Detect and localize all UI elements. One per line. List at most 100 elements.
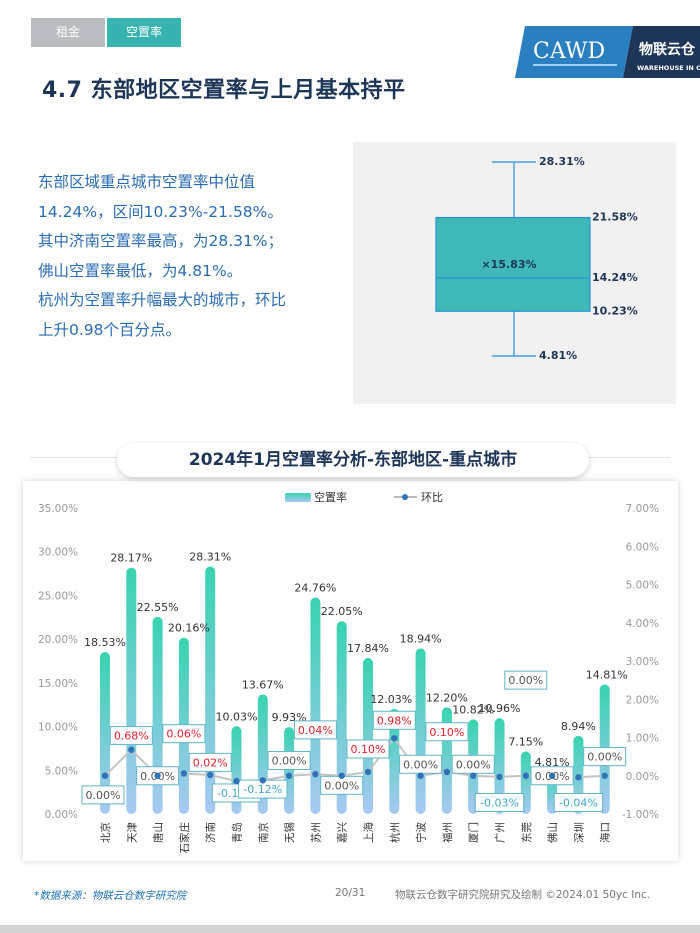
mom-point — [364, 768, 372, 776]
x-category-label: 唐山 — [152, 822, 165, 843]
y-right-tick: -1.00% — [622, 809, 659, 821]
x-category-label: 广州 — [495, 822, 507, 843]
mom-value-label: 0.00% — [324, 779, 359, 792]
mom-value-label: 0.00% — [587, 751, 622, 764]
mom-value-label: 0.04% — [298, 724, 333, 737]
bar-value-label: 17.84% — [347, 642, 389, 655]
mom-label-box — [553, 793, 604, 813]
legend-label-bar: 空置率 — [314, 490, 347, 504]
bar-value-label: 10.82% — [452, 703, 494, 716]
y-right-tick: 7.00% — [626, 503, 659, 515]
mom-value-label: 0.00% — [508, 674, 543, 687]
bar-value-label: 7.15% — [508, 735, 543, 748]
x-category-label: 福州 — [441, 822, 454, 843]
x-category-label: 济南 — [204, 822, 217, 843]
mom-point — [338, 772, 345, 779]
x-category-label: 佛山 — [546, 822, 559, 843]
mom-point — [575, 774, 582, 781]
mom-point — [470, 772, 477, 779]
tab-bar: 租金 空置率 — [31, 18, 183, 47]
tab-rent[interactable]: 租金 — [31, 18, 105, 47]
y-right-tick: 2.00% — [626, 694, 659, 706]
y-left-tick: 30.00% — [38, 547, 78, 559]
bar — [494, 718, 505, 814]
bar-value-label: 8.94% — [561, 720, 596, 733]
bar — [336, 621, 347, 814]
mom-point — [417, 772, 424, 779]
vacancy-chart-svg: 空置率 环比 0.00% 5.00% 10.00% 15.00% 20.00% 25.00% 3… — [38, 490, 659, 854]
x-category-label: 北京 — [99, 822, 112, 843]
x-category-label: 上海 — [362, 822, 375, 843]
bar — [126, 567, 137, 814]
x-category-label: 青岛 — [231, 822, 244, 843]
bar — [152, 616, 163, 814]
mom-value-label: 0.68% — [114, 730, 149, 743]
mom-label-box — [346, 739, 390, 759]
y-left-tick: 0.00% — [45, 809, 78, 821]
bar — [363, 658, 373, 814]
cawd-logo: CAWD 物联云仓 WAREHOUSE IN CLOUD — [515, 26, 700, 78]
legend-swatch-dot — [402, 494, 408, 500]
mom-point — [207, 771, 214, 779]
bar — [310, 597, 321, 814]
y-left-tick: 5.00% — [45, 765, 78, 777]
x-category-label: 杭州 — [388, 822, 401, 843]
chart-panel: 空置率 环比 0.00% 5.00% 10.00% 15.00% 20.00% 25.00% 3… — [23, 481, 678, 861]
boxplot-label-q1: 10.23% — [592, 304, 638, 317]
bar-value-label: 28.31% — [189, 550, 231, 563]
tab-vacancy-rate[interactable]: 空置率 — [107, 18, 181, 47]
mom-label-box — [109, 726, 153, 746]
bar-value-label: 12.03% — [370, 693, 412, 706]
bar — [284, 727, 295, 814]
y-right-tick: 0.00% — [626, 771, 659, 783]
summary-line: 东部区域重点城市空置率中位值 — [38, 173, 256, 191]
mom-label-box — [474, 793, 525, 813]
bar-value-label: 24.76% — [294, 582, 336, 595]
y-right-tick: 1.00% — [626, 733, 659, 745]
x-category-label: 宁波 — [415, 822, 428, 844]
mom-value-label: 0.00% — [403, 758, 438, 771]
bar-value-label: 22.55% — [137, 601, 179, 614]
bar-value-label: 20.16% — [168, 622, 210, 635]
mom-label-box — [504, 670, 548, 690]
mom-point — [128, 746, 135, 753]
x-category-label: 嘉兴 — [336, 822, 349, 843]
legend-swatch-bar — [285, 493, 311, 502]
mom-value-label: 0.10% — [351, 743, 386, 756]
boxplot-svg: 28.31% 21.58% 14.24% 10.23% 4.81% ×15.83% — [435, 155, 638, 362]
mom-point — [259, 777, 266, 784]
summary-line: 杭州为空置率升幅最大的城市，环比 — [38, 291, 287, 309]
summary-text: 东部区域重点城市空置率中位值 14.24%，区间10.23%-21.58%。 其… — [38, 168, 350, 345]
mom-point — [496, 773, 503, 781]
bar-value-label: 18.94% — [400, 632, 442, 645]
page-number: 20/31 — [335, 887, 366, 899]
mom-value-label: -0.12% — [243, 783, 282, 796]
y-right-tick: 5.00% — [626, 580, 659, 592]
mom-value-label: 0.06% — [166, 728, 201, 741]
mom-label-box — [372, 710, 416, 730]
boxplot-label-median: 14.24% — [592, 271, 638, 284]
bar-value-label: 28.17% — [110, 552, 152, 565]
x-category-label: 苏州 — [309, 822, 322, 843]
mom-point — [443, 768, 451, 776]
chart-title: 2024年1月空置率分析-东部地区-重点城市 — [117, 443, 589, 477]
x-category-label: 厦门 — [467, 822, 480, 843]
summary-line: 上升0.98个百分点。 — [38, 320, 182, 339]
bottom-bar — [0, 925, 700, 933]
summary-line: 其中济南空置率最高，为28.31%； — [38, 232, 284, 250]
y-right-tick: 3.00% — [626, 656, 659, 668]
mom-value-label: 0.10% — [429, 726, 464, 739]
bar-value-label: 12.20% — [426, 691, 468, 704]
x-category-label: 无锡 — [283, 822, 296, 843]
mom-label-box — [81, 785, 125, 805]
mom-value-label: 0.00% — [86, 789, 121, 802]
mom-point — [101, 772, 109, 779]
mom-value-label: 0.00% — [272, 754, 307, 767]
mom-point — [233, 777, 240, 785]
mom-value-label: 0.00% — [456, 758, 491, 771]
mom-label-box — [188, 752, 232, 772]
logo-text: CAWD — [533, 39, 605, 64]
x-category-label: 南京 — [257, 822, 270, 843]
mom-label-box — [425, 722, 469, 742]
x-category-label: 石家庄 — [178, 822, 191, 854]
